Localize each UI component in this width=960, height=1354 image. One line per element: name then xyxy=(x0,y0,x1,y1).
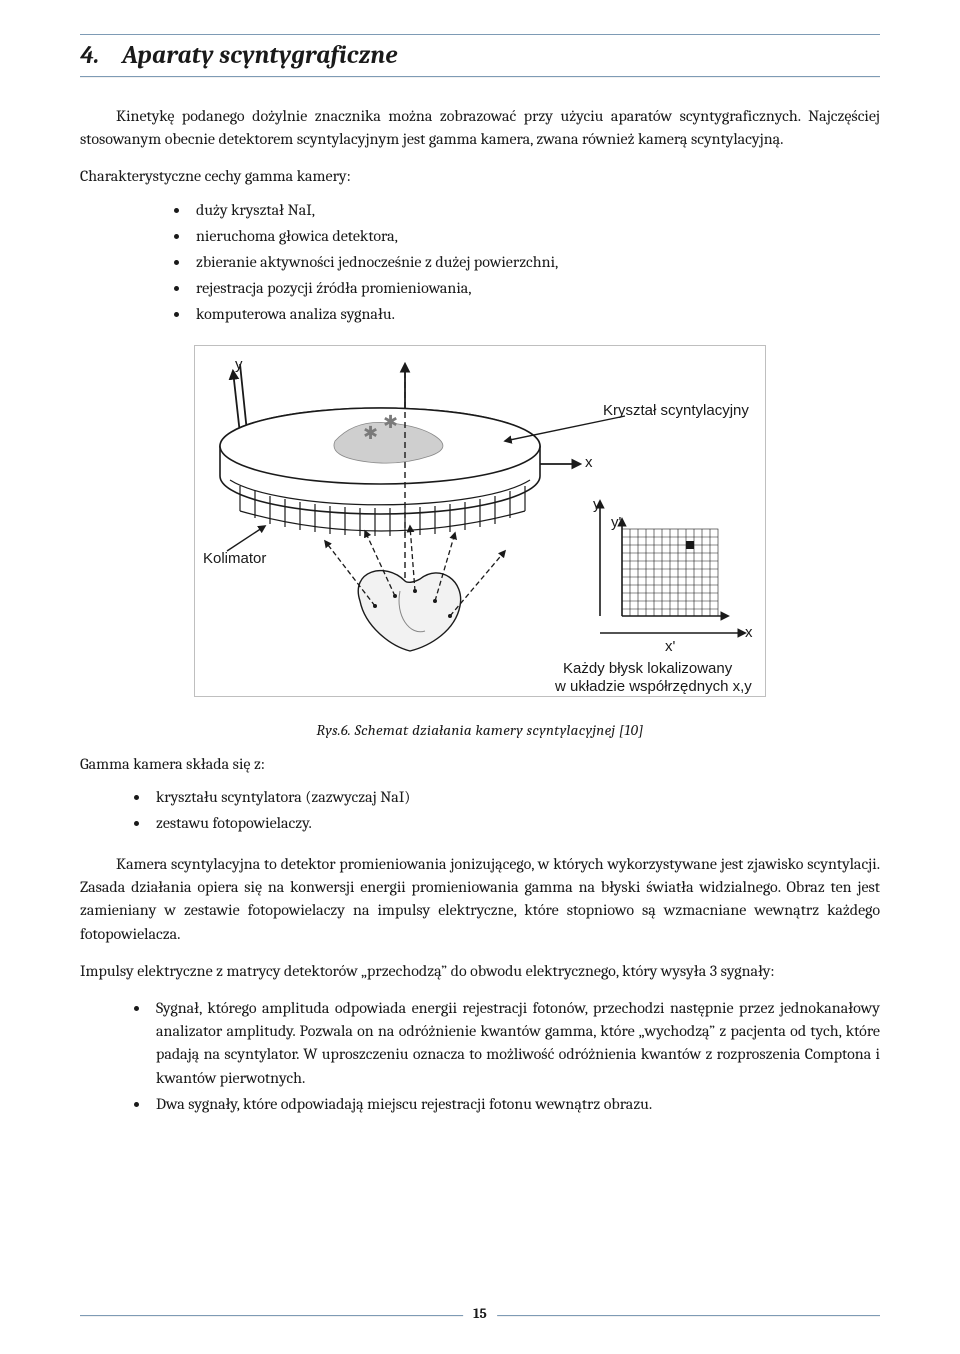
signals-intro: Impulsy elektryczne z matrycy detektorów… xyxy=(80,960,880,983)
crystal-label: Kryształ scyntylacyjny xyxy=(603,402,749,419)
gamma-camera-diagram: ✱ ✱ xyxy=(194,345,766,697)
figure-container: ✱ ✱ xyxy=(80,345,880,697)
collimator-label: Kolimator xyxy=(203,550,266,567)
section-title-text: Aparaty scyntygraficzne xyxy=(122,41,397,70)
list-item: kryształu scyntylatora (zazwyczaj NaI) xyxy=(150,786,880,809)
figure-caption: Rys.6. Schemat działania kamery scyntyla… xyxy=(80,721,880,739)
characteristics-list: duży kryształ NaI, nieruchoma głowica de… xyxy=(80,199,880,327)
characteristics-heading: Charakterystyczne cechy gamma kamery: xyxy=(80,165,880,188)
axis-y-main-label: y xyxy=(235,356,243,373)
list-item: zestawu fotopowielaczy. xyxy=(150,812,880,835)
signals-list: Sygnał, którego amplituda odpowiada ener… xyxy=(80,997,880,1116)
footer: 15 xyxy=(80,1315,880,1316)
components-heading: Gamma kamera składa się z: xyxy=(80,753,880,776)
svg-text:✱: ✱ xyxy=(383,412,398,433)
heading-rule-bottom xyxy=(80,76,880,77)
page: 4. Aparaty scyntygraficzne Kinetykę poda… xyxy=(0,0,960,1354)
section-number: 4. xyxy=(80,41,99,70)
locate-label-2: w układzie współrzędnych x,y xyxy=(555,678,752,695)
axis-yprime-grid-label: y' xyxy=(611,514,621,531)
list-item: zbieranie aktywności jednocześnie z duże… xyxy=(190,251,880,274)
locate-label-1: Każdy błysk lokalizowany xyxy=(563,660,732,677)
how-works-paragraph: Kamera scyntylacyjna to detektor promien… xyxy=(80,853,880,946)
intro-paragraph: Kinetykę podanego dożylnie znacznika moż… xyxy=(80,105,880,151)
list-item: duży kryształ NaI, xyxy=(190,199,880,222)
list-item: rejestracja pozycji źródła promieniowani… xyxy=(190,277,880,300)
page-number: 15 xyxy=(463,1305,497,1322)
svg-text:✱: ✱ xyxy=(363,423,378,444)
list-item: Sygnał, którego amplituda odpowiada ener… xyxy=(150,997,880,1090)
axis-xprime-grid-label: x' xyxy=(665,638,675,655)
axis-x-main-label: x xyxy=(585,454,593,471)
list-item: nieruchoma głowica detektora, xyxy=(190,225,880,248)
axis-y-grid-label: y xyxy=(593,496,601,513)
components-list: kryształu scyntylatora (zazwyczaj NaI) z… xyxy=(80,786,880,835)
section-heading: 4. Aparaty scyntygraficzne xyxy=(80,41,880,70)
axis-x-grid-label: x xyxy=(745,624,753,641)
list-item: komputerowa analiza sygnału. xyxy=(190,303,880,326)
diagram-svg: ✱ ✱ xyxy=(195,346,765,696)
heading-rule-top xyxy=(80,34,880,35)
list-item: Dwa sygnały, które odpowiadają miejscu r… xyxy=(150,1093,880,1116)
